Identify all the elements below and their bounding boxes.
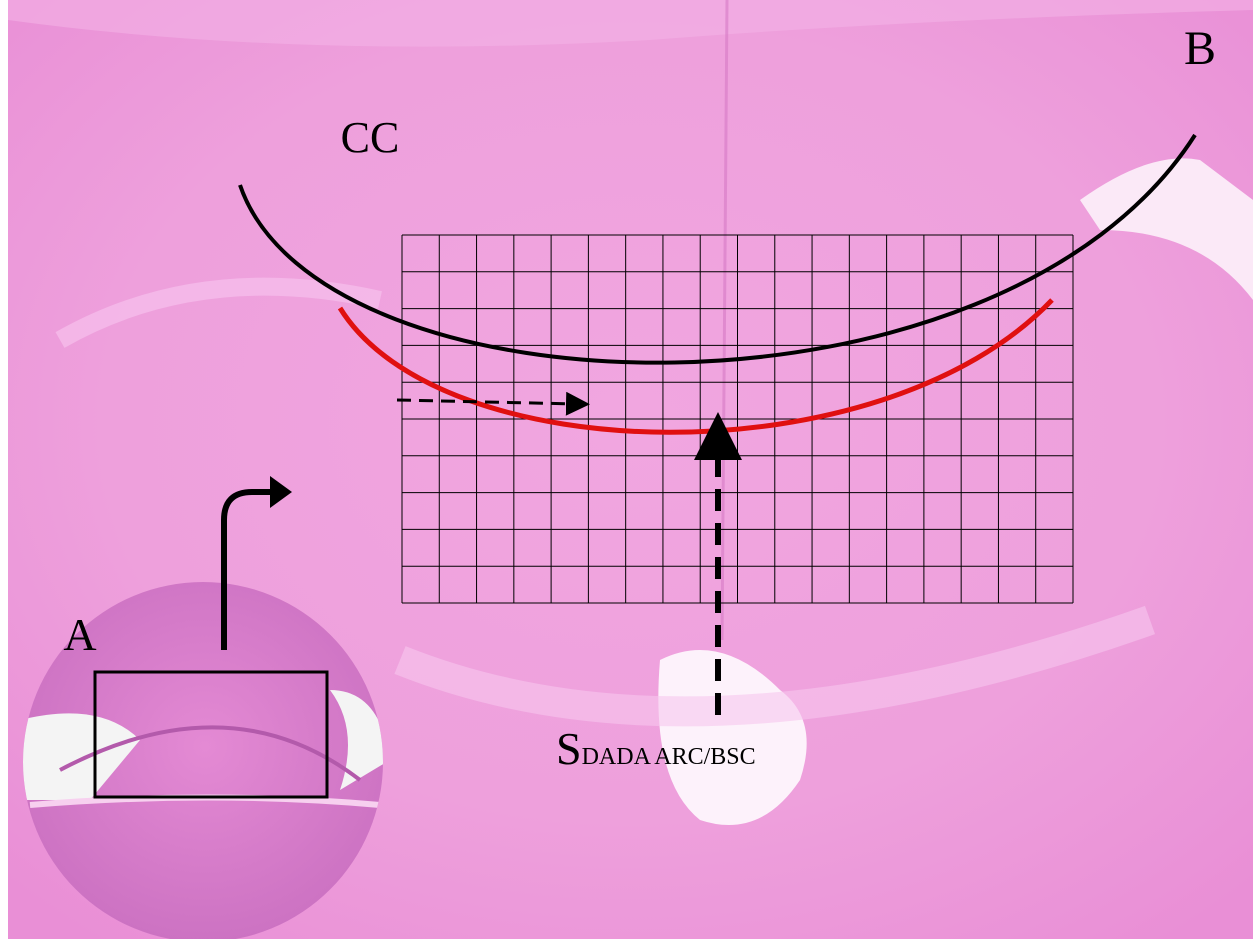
- label-main: S: [556, 723, 582, 774]
- label-sub: DADA ARC/BSC: [582, 744, 756, 770]
- region-label: CC: [341, 113, 400, 162]
- figure: B CC A SDADA ARC/BSC: [0, 0, 1253, 939]
- panel-label: B: [1184, 22, 1216, 75]
- panel-label: A: [63, 609, 96, 660]
